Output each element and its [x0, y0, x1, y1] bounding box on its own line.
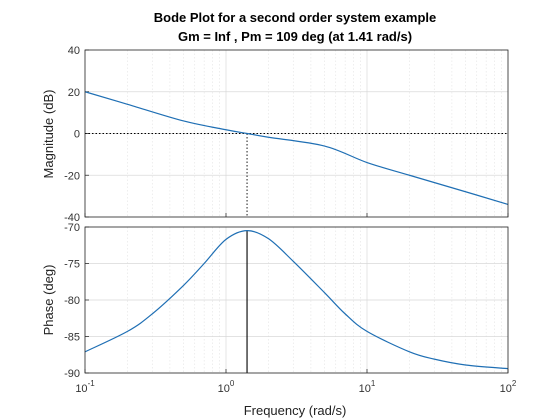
phase-axis-label: Phase (deg) [41, 265, 56, 336]
magnitude-axis-label: Magnitude (dB) [41, 90, 56, 179]
phase-y-tick-label: -85 [64, 332, 80, 344]
phase-y-tick-label: -70 [64, 222, 80, 234]
chart-subtitle: Gm = Inf , Pm = 109 deg (at 1.41 rad/s) [178, 29, 412, 44]
x-tick-label: 100 [218, 379, 235, 395]
phase-y-tick-label: -80 [64, 295, 80, 307]
x-tick-label: 102 [500, 379, 517, 395]
magnitude-y-tick-label: 40 [68, 45, 80, 57]
magnitude-y-tick-label: 20 [68, 87, 80, 99]
x-tick-label: 101 [359, 379, 376, 395]
phase-y-tick-label: -75 [64, 259, 80, 271]
x-tick-label: 10-1 [75, 379, 95, 395]
magnitude-y-tick-label: -20 [64, 170, 80, 182]
chart-title: Bode Plot for a second order system exam… [154, 10, 436, 25]
phase-y-tick-label: -90 [64, 368, 80, 380]
magnitude-y-tick-label: 0 [74, 129, 80, 141]
frequency-axis-label: Frequency (rad/s) [244, 403, 347, 418]
